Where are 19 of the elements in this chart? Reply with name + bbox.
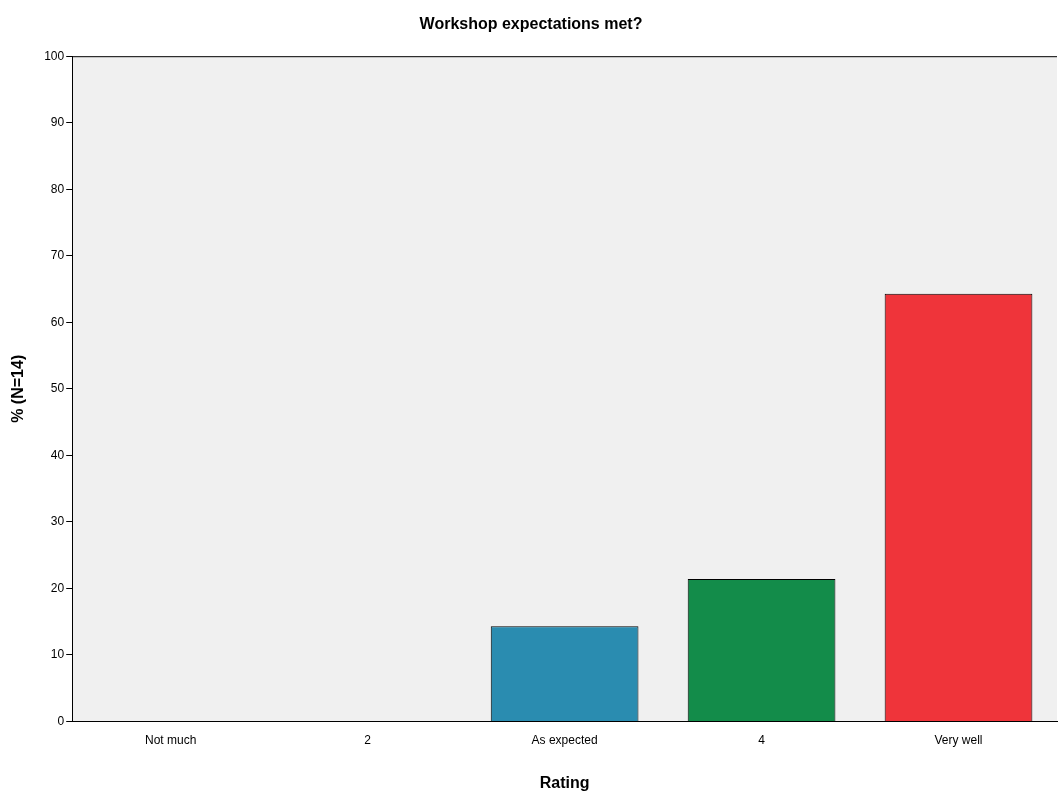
x-tick-label: 4 [758, 732, 766, 747]
y-tick-label: 60 [50, 314, 65, 329]
x-tick-label: As expected [531, 732, 598, 747]
y-tick-label: 100 [44, 48, 65, 63]
y-tick-label: 40 [50, 447, 65, 462]
y-tick-label: 20 [50, 580, 65, 595]
x-tick-label: Very well [934, 732, 983, 747]
y-tick-label: 70 [50, 248, 65, 263]
y-tick-label: 50 [50, 381, 65, 396]
y-tick-label: 90 [50, 115, 65, 130]
y-tick-label: 10 [50, 647, 65, 662]
chart-title: Workshop expectations met? [419, 15, 643, 33]
y-tick-label: 80 [50, 181, 65, 196]
x-tick-label: Not much [145, 732, 197, 747]
y-tick-label: 30 [50, 514, 65, 529]
x-axis-title: Rating [539, 773, 590, 791]
y-axis-title: % (N=14) [9, 354, 27, 423]
y-tick-label: 0 [57, 713, 65, 728]
x-tick-label: 2 [364, 732, 372, 747]
